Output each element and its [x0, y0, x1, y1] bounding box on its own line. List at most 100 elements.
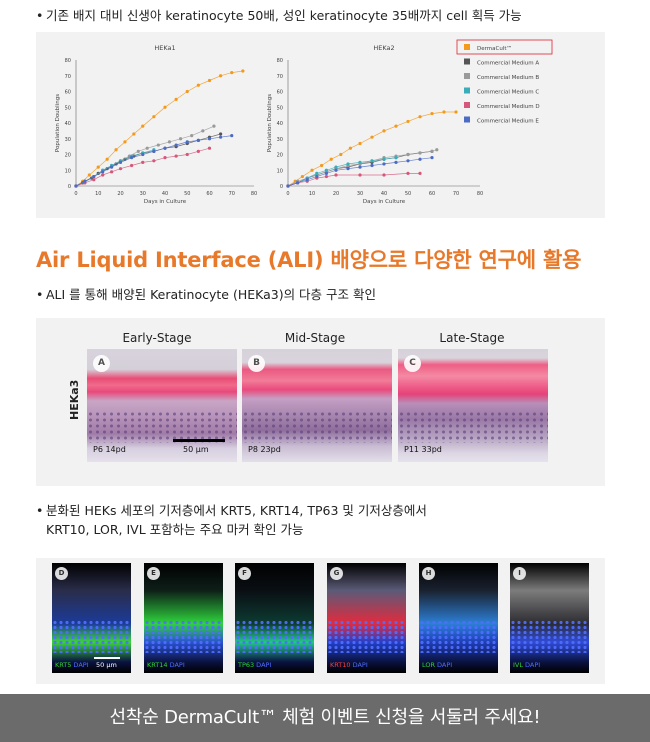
data-point [174, 97, 178, 101]
data-point [315, 174, 319, 179]
data-point [130, 163, 134, 168]
data-point [296, 181, 300, 185]
data-point [430, 111, 434, 116]
data-point [207, 137, 212, 141]
data-point [174, 154, 178, 158]
data-point [430, 149, 434, 153]
data-point [190, 134, 194, 138]
data-point [212, 124, 216, 128]
data-point [358, 141, 362, 146]
y-tick-label: 70 [65, 74, 71, 80]
y-tick-label: 50 [277, 105, 283, 111]
data-point [346, 162, 350, 166]
x-tick-label: 10 [309, 191, 315, 197]
panel-badge-a: A [93, 355, 110, 372]
charts-svg: HEKa1 0 10 20 30 40 50 60 70 80 0 10 20 30 40 50 60 70 80 D… [55, 39, 553, 205]
series-line [287, 173, 420, 187]
marker-name: TP63 [238, 661, 255, 669]
data-point [329, 157, 333, 161]
fluorescence-image-lor: H LOR DAPI [419, 563, 498, 673]
data-point [219, 135, 223, 139]
data-point [339, 152, 343, 157]
legend-label: Commercial Medium B [477, 75, 539, 81]
x-tick-label: 30 [357, 191, 363, 197]
data-point [300, 174, 304, 179]
fluorescence-image-krt14: E KRT14 DAPI [144, 563, 223, 673]
data-point [454, 110, 458, 114]
fluorescence-image-krt10: G KRT10 DAPI [327, 563, 406, 673]
bullet-cell-yield: • 기존 배지 대비 신생아 keratinocyte 50배, 성인 kerat… [36, 8, 522, 23]
x-axis-label: Days in Culture [144, 199, 187, 205]
scale-bar-label: 50 μm [183, 445, 209, 454]
y-tick-label: 10 [277, 168, 283, 174]
data-point [406, 171, 410, 175]
marker-name: KRT10 [330, 661, 351, 669]
marker-name: LOR [422, 661, 436, 669]
y-tick-label: 60 [65, 90, 71, 96]
data-point [382, 173, 386, 177]
x-tick-label: 60 [429, 191, 435, 197]
data-point [141, 124, 145, 128]
y-tick-label: 40 [277, 121, 283, 127]
data-point [418, 151, 422, 155]
data-point [394, 160, 398, 164]
x-tick-label: 50 [184, 191, 190, 197]
data-point [370, 159, 374, 163]
x-tick-label: 50 [405, 191, 411, 197]
data-point [370, 135, 374, 139]
panel-badge-c: C [404, 355, 421, 372]
data-point [442, 110, 446, 114]
data-point [114, 162, 118, 166]
y-tick-label: 0 [280, 184, 283, 190]
tissue-image-mid: B P8 23pd [242, 349, 392, 462]
data-point [358, 173, 362, 177]
data-point [382, 162, 386, 166]
data-point [178, 137, 183, 141]
data-point [136, 149, 140, 153]
marker-label: KRT14 DAPI [147, 661, 185, 669]
data-point [324, 171, 328, 175]
data-point [196, 83, 200, 87]
legend-label: Commercial Medium E [477, 119, 539, 125]
x-tick-label: 10 [95, 191, 101, 197]
tissue-image-early: A P6 14pd 50 μm [87, 349, 237, 462]
legend-label: Commercial Medium A [477, 61, 539, 67]
y-axis-label: Population Doublings [55, 94, 61, 152]
data-point [123, 140, 127, 144]
data-point [418, 115, 422, 119]
data-point [114, 148, 118, 152]
panel-badge-i: I [513, 567, 526, 580]
scale-bar [173, 439, 225, 442]
series-line [75, 135, 232, 187]
data-point [418, 171, 422, 175]
data-point [435, 148, 439, 152]
data-point [167, 140, 172, 144]
data-point [430, 156, 434, 160]
data-point [394, 156, 398, 160]
y-tick-label: 70 [277, 74, 283, 80]
data-point [130, 156, 134, 160]
data-point [207, 146, 212, 150]
x-tick-label: 0 [286, 191, 289, 197]
data-point [406, 159, 410, 163]
data-point [324, 174, 328, 179]
data-point [152, 159, 156, 163]
data-point [145, 146, 149, 150]
data-point [118, 160, 123, 164]
data-point [118, 167, 123, 171]
y-tick-label: 30 [277, 137, 283, 143]
fluorescence-image-ivl: I IVL DAPI [510, 563, 589, 673]
legend-label: Commercial Medium C [477, 90, 539, 96]
data-point [132, 132, 136, 136]
data-point [163, 105, 167, 109]
data-point [324, 168, 328, 172]
marker-label: TP63 DAPI [238, 661, 271, 669]
stage-title-early: Early-Stage [122, 331, 192, 345]
x-tick-label: 40 [381, 191, 387, 197]
population-doublings-charts: HEKa1 0 10 20 30 40 50 60 70 80 0 10 20 30 40 50 60 70 80 D… [36, 32, 605, 218]
event-banner[interactable]: 선착순 DermaCult™ 체험 이벤트 신청을 서둘러 주세요! [0, 694, 650, 742]
data-point [286, 184, 290, 188]
data-point [185, 89, 189, 94]
section-title: Air Liquid Interface (ALI) 배양으로 다양한 연구에 … [36, 248, 582, 272]
data-point [74, 184, 78, 188]
